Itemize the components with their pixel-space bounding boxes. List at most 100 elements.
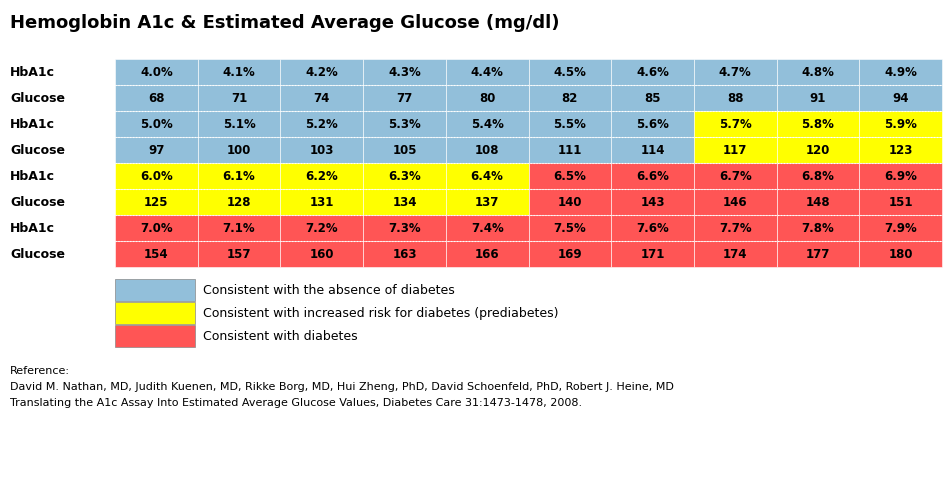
Text: 125: 125 — [144, 196, 169, 209]
Text: 140: 140 — [558, 196, 582, 209]
Text: 4.9%: 4.9% — [884, 66, 917, 79]
Text: 5.6%: 5.6% — [636, 117, 669, 131]
Text: 7.3%: 7.3% — [388, 221, 420, 234]
FancyBboxPatch shape — [611, 241, 694, 267]
FancyBboxPatch shape — [115, 241, 197, 267]
Text: 5.9%: 5.9% — [884, 117, 917, 131]
FancyBboxPatch shape — [280, 111, 363, 137]
Text: 71: 71 — [231, 92, 247, 104]
Text: 4.4%: 4.4% — [471, 66, 504, 79]
Text: 91: 91 — [809, 92, 827, 104]
Text: 7.4%: 7.4% — [471, 221, 504, 234]
Text: 77: 77 — [397, 92, 413, 104]
Text: 108: 108 — [474, 144, 499, 157]
FancyBboxPatch shape — [280, 137, 363, 163]
FancyBboxPatch shape — [859, 59, 942, 85]
FancyBboxPatch shape — [363, 137, 446, 163]
FancyBboxPatch shape — [529, 189, 611, 215]
Text: 85: 85 — [644, 92, 661, 104]
FancyBboxPatch shape — [197, 163, 280, 189]
FancyBboxPatch shape — [611, 137, 694, 163]
Text: 174: 174 — [723, 247, 748, 261]
Text: 68: 68 — [148, 92, 164, 104]
FancyBboxPatch shape — [446, 85, 529, 111]
Text: 4.1%: 4.1% — [223, 66, 255, 79]
FancyBboxPatch shape — [197, 189, 280, 215]
FancyBboxPatch shape — [859, 137, 942, 163]
Text: 123: 123 — [888, 144, 913, 157]
Text: 5.3%: 5.3% — [388, 117, 420, 131]
Text: 160: 160 — [309, 247, 334, 261]
FancyBboxPatch shape — [197, 241, 280, 267]
FancyBboxPatch shape — [694, 163, 776, 189]
FancyBboxPatch shape — [363, 85, 446, 111]
FancyBboxPatch shape — [363, 241, 446, 267]
FancyBboxPatch shape — [611, 163, 694, 189]
Text: 80: 80 — [479, 92, 495, 104]
Text: 5.8%: 5.8% — [802, 117, 834, 131]
Text: 74: 74 — [313, 92, 330, 104]
FancyBboxPatch shape — [280, 215, 363, 241]
FancyBboxPatch shape — [280, 241, 363, 267]
Text: 6.0%: 6.0% — [140, 169, 173, 182]
FancyBboxPatch shape — [115, 111, 197, 137]
Text: 111: 111 — [558, 144, 582, 157]
Text: 88: 88 — [727, 92, 743, 104]
Text: 6.8%: 6.8% — [802, 169, 834, 182]
Text: 7.8%: 7.8% — [802, 221, 834, 234]
FancyBboxPatch shape — [280, 85, 363, 111]
Text: 105: 105 — [392, 144, 417, 157]
FancyBboxPatch shape — [115, 215, 197, 241]
FancyBboxPatch shape — [611, 215, 694, 241]
Text: 171: 171 — [641, 247, 664, 261]
FancyBboxPatch shape — [197, 215, 280, 241]
FancyBboxPatch shape — [611, 111, 694, 137]
FancyBboxPatch shape — [529, 163, 611, 189]
Text: 97: 97 — [148, 144, 164, 157]
Text: 4.8%: 4.8% — [802, 66, 834, 79]
Text: David M. Nathan, MD, Judith Kuenen, MD, Rikke Borg, MD, Hui Zheng, PhD, David Sc: David M. Nathan, MD, Judith Kuenen, MD, … — [10, 382, 674, 392]
Text: Hemoglobin A1c & Estimated Average Glucose (mg/dl): Hemoglobin A1c & Estimated Average Gluco… — [10, 14, 560, 32]
FancyBboxPatch shape — [776, 111, 859, 137]
Text: 7.5%: 7.5% — [553, 221, 586, 234]
FancyBboxPatch shape — [446, 111, 529, 137]
FancyBboxPatch shape — [115, 85, 197, 111]
FancyBboxPatch shape — [776, 241, 859, 267]
FancyBboxPatch shape — [611, 189, 694, 215]
FancyBboxPatch shape — [363, 163, 446, 189]
FancyBboxPatch shape — [446, 137, 529, 163]
Text: 177: 177 — [806, 247, 830, 261]
Text: HbA1c: HbA1c — [10, 169, 55, 182]
FancyBboxPatch shape — [280, 189, 363, 215]
Text: 6.1%: 6.1% — [223, 169, 255, 182]
Text: 6.3%: 6.3% — [388, 169, 420, 182]
FancyBboxPatch shape — [197, 111, 280, 137]
FancyBboxPatch shape — [776, 137, 859, 163]
Text: 114: 114 — [641, 144, 665, 157]
FancyBboxPatch shape — [529, 137, 611, 163]
Text: 7.0%: 7.0% — [140, 221, 173, 234]
Text: 143: 143 — [641, 196, 665, 209]
Text: 128: 128 — [227, 196, 251, 209]
Text: Glucose: Glucose — [10, 92, 65, 104]
FancyBboxPatch shape — [115, 137, 197, 163]
FancyBboxPatch shape — [694, 111, 776, 137]
Text: 134: 134 — [392, 196, 417, 209]
Text: 4.2%: 4.2% — [306, 66, 338, 79]
FancyBboxPatch shape — [776, 163, 859, 189]
Text: 7.7%: 7.7% — [719, 221, 752, 234]
Text: 163: 163 — [392, 247, 417, 261]
Bar — [115, 302, 195, 324]
FancyBboxPatch shape — [694, 241, 776, 267]
FancyBboxPatch shape — [115, 59, 197, 85]
FancyBboxPatch shape — [529, 241, 611, 267]
FancyBboxPatch shape — [446, 163, 529, 189]
Text: 117: 117 — [723, 144, 748, 157]
FancyBboxPatch shape — [776, 59, 859, 85]
Text: 7.1%: 7.1% — [223, 221, 255, 234]
Text: 6.9%: 6.9% — [884, 169, 917, 182]
Bar — [115, 325, 195, 347]
Text: 148: 148 — [806, 196, 830, 209]
Text: 154: 154 — [144, 247, 169, 261]
Text: 94: 94 — [892, 92, 909, 104]
